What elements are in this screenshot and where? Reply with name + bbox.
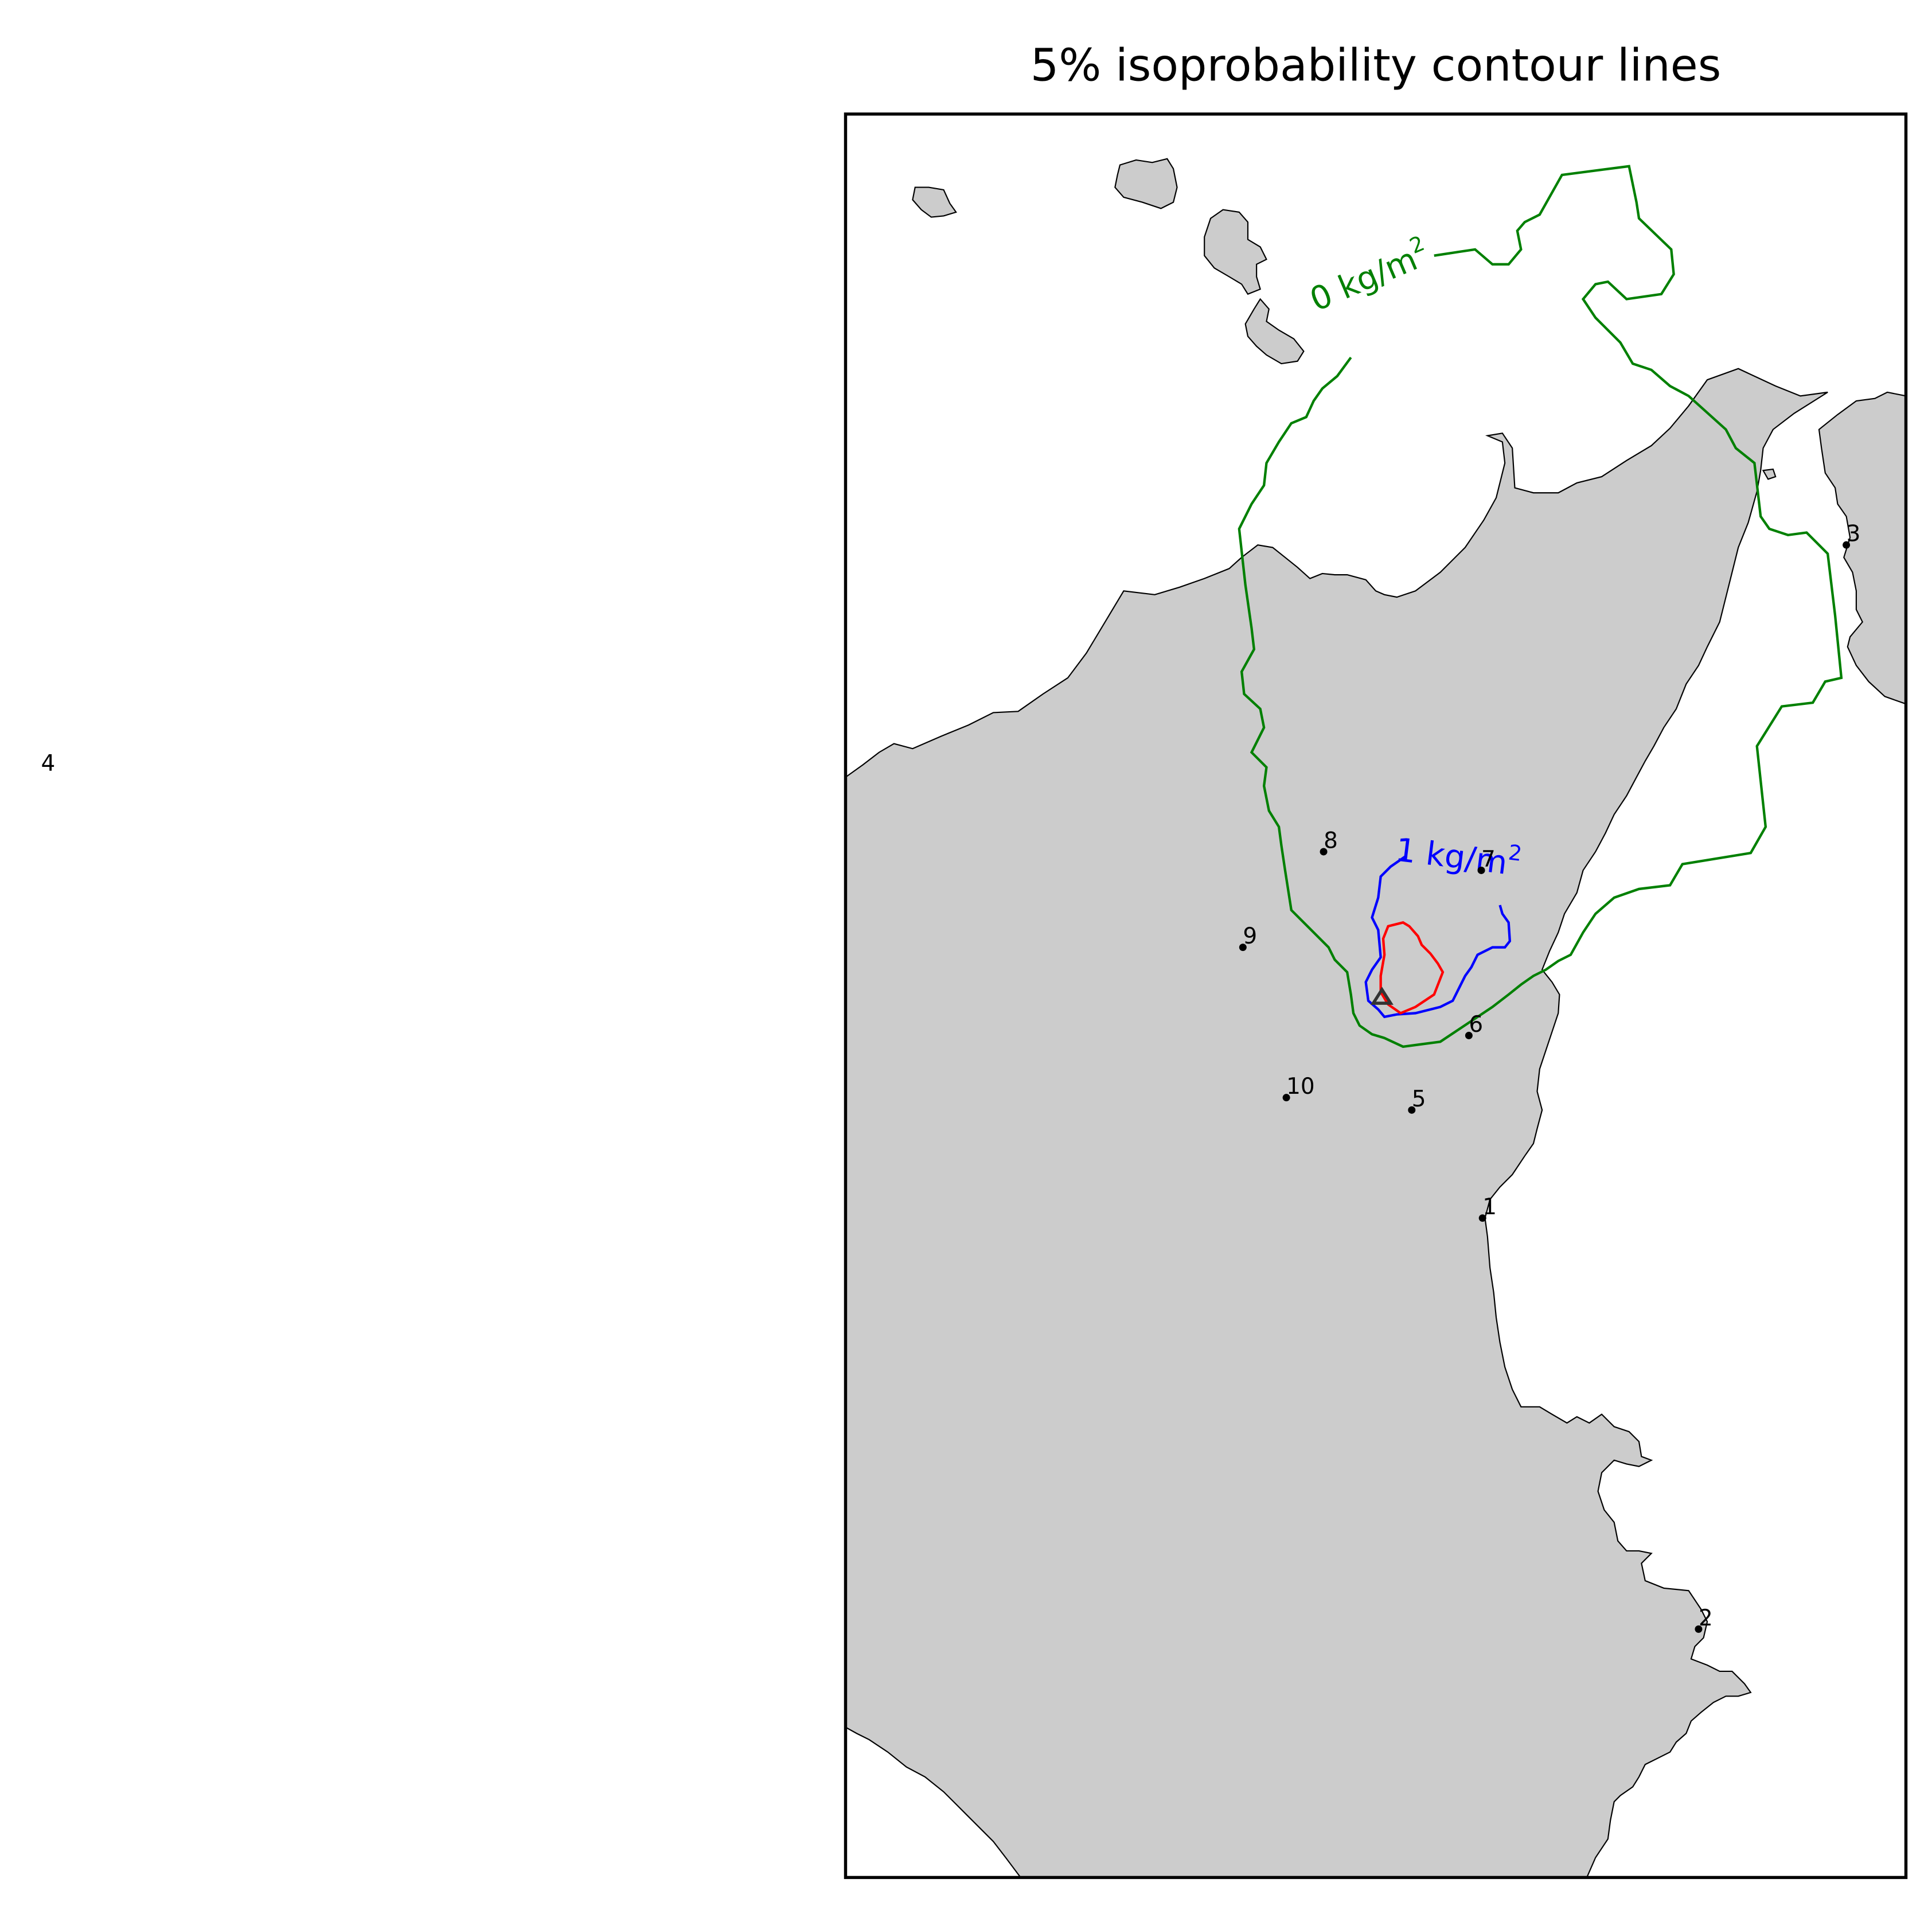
island-d (1244, 298, 1305, 365)
dot-marker-icon (1477, 866, 1485, 874)
site-2: 2 (1695, 1605, 1713, 1633)
map-panel (844, 112, 1908, 1880)
site-label: 7 (1481, 847, 1496, 872)
island-c (1204, 209, 1267, 295)
site-label: 2 (1699, 1605, 1713, 1631)
site-7: 7 (1477, 847, 1496, 874)
land-right-coast (1818, 391, 1906, 705)
site-5: 5 (1408, 1086, 1426, 1114)
site-label: 10 (1286, 1074, 1315, 1100)
site-6: 6 (1465, 1012, 1483, 1039)
site-9: 9 (1239, 923, 1257, 952)
dot-marker-icon (1695, 1625, 1703, 1633)
dot-marker-icon (1320, 848, 1328, 856)
site-label: 5 (1412, 1086, 1426, 1112)
dot-marker-icon (1465, 1031, 1473, 1039)
site-markers: 1 2 3 4 5 6 7 8 9 10 (41, 521, 1860, 1633)
dot-marker-icon (1478, 1214, 1486, 1222)
islet (1762, 468, 1777, 480)
map-title: 5% isoprobability contour lines (1031, 40, 1722, 91)
dot-marker-icon (1843, 541, 1851, 549)
land-mainland (845, 368, 1828, 1878)
contour-line-1 (1364, 854, 1512, 1019)
site-1: 1 (1478, 1194, 1497, 1222)
contour-line-0 (1238, 165, 1843, 1048)
dot-marker-icon (1282, 1094, 1290, 1102)
site-3: 3 (1843, 521, 1860, 549)
site-8: 8 (1320, 828, 1338, 856)
site-label: 4 (41, 751, 55, 777)
island-b (1114, 158, 1178, 209)
site-4: 4 (41, 751, 55, 777)
site-label: 3 (1847, 521, 1861, 547)
dot-marker-icon (1239, 944, 1247, 952)
island-a (912, 186, 957, 218)
triangle-vent-icon (1370, 987, 1394, 1005)
site-10: 10 (1282, 1074, 1315, 1102)
map-frame (844, 112, 1908, 1880)
site-label: 8 (1324, 828, 1338, 853)
contour-label-0: 0 kg/m2 (1303, 231, 1435, 319)
site-label: 1 (1482, 1194, 1497, 1220)
dot-marker-icon (1408, 1106, 1416, 1114)
site-label: 9 (1243, 923, 1257, 949)
site-label: 6 (1469, 1012, 1483, 1038)
contour-line-high (1379, 921, 1445, 1015)
